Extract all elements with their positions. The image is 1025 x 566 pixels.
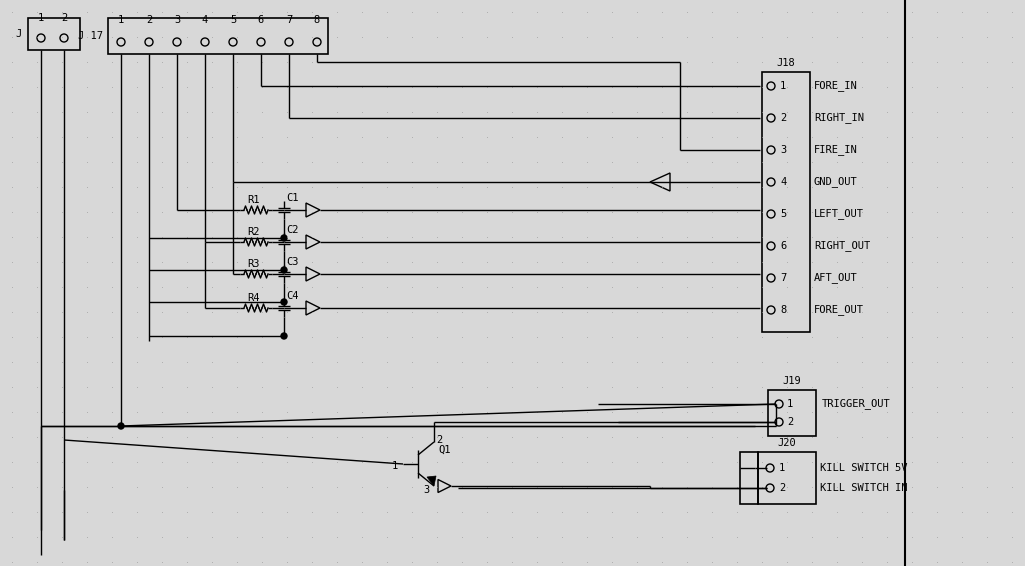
Text: J18: J18: [777, 58, 795, 68]
Text: 1: 1: [779, 463, 785, 473]
Bar: [108, 18, 328, 54]
Text: R3: R3: [248, 259, 260, 269]
Text: 2: 2: [779, 483, 785, 493]
Text: 5: 5: [230, 15, 236, 25]
Text: J: J: [15, 29, 22, 39]
Circle shape: [118, 423, 124, 429]
Text: R1: R1: [248, 195, 260, 205]
Text: RIGHT_OUT: RIGHT_OUT: [814, 241, 870, 251]
Text: 1: 1: [392, 461, 398, 471]
Text: 4: 4: [202, 15, 208, 25]
Text: 1: 1: [118, 15, 124, 25]
Text: C3: C3: [286, 257, 298, 267]
Text: 7: 7: [286, 15, 292, 25]
Text: 8: 8: [314, 15, 320, 25]
Bar: [762, 72, 810, 332]
Circle shape: [281, 299, 287, 305]
Text: 7: 7: [780, 273, 786, 283]
Text: 1: 1: [38, 13, 44, 23]
Text: FIRE_IN: FIRE_IN: [814, 144, 858, 156]
Text: R2: R2: [248, 227, 260, 237]
Bar: [758, 452, 816, 504]
Bar: [28, 18, 80, 50]
Text: 8: 8: [780, 305, 786, 315]
Text: 6: 6: [780, 241, 786, 251]
Text: J 17: J 17: [78, 31, 102, 41]
Text: 3: 3: [174, 15, 180, 25]
Circle shape: [281, 267, 287, 273]
Text: 4: 4: [780, 177, 786, 187]
Text: KILL SWITCH IN: KILL SWITCH IN: [820, 483, 907, 493]
Text: 1: 1: [780, 81, 786, 91]
Text: RIGHT_IN: RIGHT_IN: [814, 113, 864, 123]
Text: C2: C2: [286, 225, 298, 235]
Circle shape: [281, 333, 287, 339]
Text: 3: 3: [780, 145, 786, 155]
Circle shape: [281, 235, 287, 241]
Text: AFT_OUT: AFT_OUT: [814, 273, 858, 284]
Text: KILL SWITCH 5V: KILL SWITCH 5V: [820, 463, 907, 473]
Text: 3: 3: [423, 485, 429, 495]
Text: 1: 1: [787, 399, 793, 409]
Text: 2: 2: [146, 15, 152, 25]
Text: 2: 2: [780, 113, 786, 123]
Bar: [768, 390, 816, 436]
Text: C1: C1: [286, 193, 298, 203]
Text: FORE_OUT: FORE_OUT: [814, 305, 864, 315]
Text: 2: 2: [436, 435, 442, 445]
Text: J20: J20: [778, 438, 796, 448]
Text: LEFT_OUT: LEFT_OUT: [814, 208, 864, 220]
Text: 2: 2: [60, 13, 67, 23]
Text: TRIGGER_OUT: TRIGGER_OUT: [822, 398, 891, 409]
Bar: [740, 452, 758, 504]
Text: R4: R4: [248, 293, 260, 303]
Text: Q1: Q1: [438, 445, 451, 455]
Text: GND_OUT: GND_OUT: [814, 177, 858, 187]
Text: J19: J19: [783, 376, 802, 386]
Text: 6: 6: [258, 15, 264, 25]
Text: 5: 5: [780, 209, 786, 219]
Text: 2: 2: [787, 417, 793, 427]
Text: FORE_IN: FORE_IN: [814, 80, 858, 92]
Polygon shape: [427, 476, 436, 486]
Text: C4: C4: [286, 291, 298, 301]
